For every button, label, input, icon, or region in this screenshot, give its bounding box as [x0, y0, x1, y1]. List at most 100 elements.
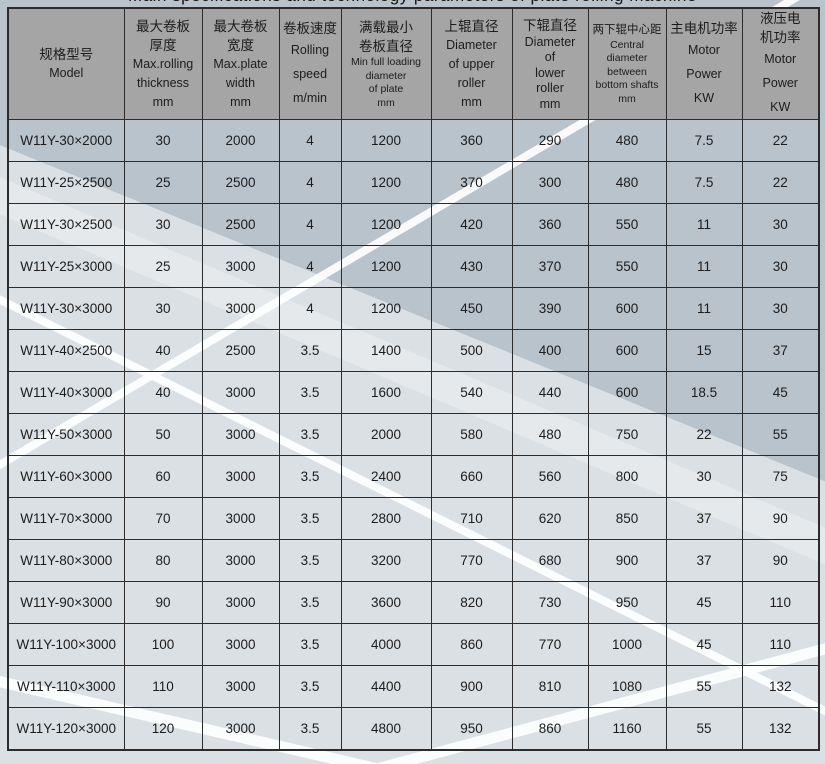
table-cell: 4 [278, 161, 342, 204]
table-cell: 4800 [340, 707, 432, 751]
header-en-line: thickness [136, 75, 190, 90]
table-row: W11Y-30×2500 30 2500 4 1200 420 360 550 11 30 [7, 203, 820, 246]
header-cell-8: 主电机功率 Motor Power KW [665, 7, 743, 120]
table-cell: 3000 [201, 287, 280, 330]
spec-table-header: 规格型号 Model 最大卷板 厚度 Max.rolling thickness mm 最大卷… [7, 7, 820, 120]
header-en-line: lower [535, 65, 565, 80]
model-cell: W11Y-110×3000 [7, 665, 125, 708]
table-row: W11Y-50×3000 50 3000 3.5 2000 580 480 750 22 55 [7, 413, 820, 456]
table-cell: 100 [123, 623, 203, 666]
table-cell: 11 [665, 203, 743, 246]
table-cell: 30 [741, 203, 820, 246]
model-cell: W11Y-80×3000 [7, 539, 125, 582]
header-en-line: of upper [448, 56, 495, 71]
model-cell: W11Y-100×3000 [7, 623, 125, 666]
header-unit-line: mm [152, 94, 174, 109]
table-cell: 3.5 [278, 623, 342, 666]
table-cell: 620 [511, 497, 589, 540]
table-cell: 3000 [201, 665, 280, 708]
table-cell: 420 [430, 203, 513, 246]
table-cell: 4 [278, 203, 342, 246]
table-cell: 3000 [201, 539, 280, 582]
table-row: W11Y-120×3000 120 3000 3.5 4800 950 860 1160 55 1… [7, 707, 820, 751]
table-cell: 4000 [340, 623, 432, 666]
table-row: W11Y-40×2500 40 2500 3.5 1400 500 400 600 15 37 [7, 329, 820, 372]
table-cell: 90 [123, 581, 203, 624]
table-cell: 90 [741, 539, 820, 582]
table-cell: 25 [123, 245, 203, 288]
model-cell: W11Y-25×2500 [7, 161, 125, 204]
header-zh-line: 主电机功率 [670, 20, 738, 36]
table-cell: 480 [587, 161, 667, 204]
table-cell: 1200 [340, 287, 432, 330]
table-cell: 3.5 [278, 371, 342, 414]
header-zh-line: 规格型号 [39, 47, 94, 62]
table-cell: 440 [511, 371, 589, 414]
table-cell: 120 [123, 707, 203, 751]
header-cell-3: 卷板速度 Rolling speed m/min [278, 7, 342, 120]
table-cell: 480 [587, 119, 667, 162]
table-cell: 2000 [201, 119, 280, 162]
table-cell: 3200 [340, 539, 432, 582]
header-en-line: of [544, 50, 556, 65]
header-cell-1: 最大卷板 厚度 Max.rolling thickness mm [123, 7, 203, 120]
table-cell: 430 [430, 245, 513, 288]
header-cell-2: 最大卷板 宽度 Max.plate width mm [201, 7, 280, 120]
header-unit-line: mm [230, 94, 251, 109]
table-cell: 300 [511, 161, 589, 204]
table-cell: 3.5 [278, 539, 342, 582]
table-cell: 70 [123, 497, 203, 540]
header-zh-line: 最大卷板 [213, 18, 268, 34]
table-cell: 3.5 [278, 455, 342, 498]
table-row: W11Y-25×3000 25 3000 4 1200 430 370 550 11 30 [7, 245, 820, 288]
table-cell: 3.5 [278, 413, 342, 456]
table-cell: 560 [511, 455, 589, 498]
table-cell: 18.5 [665, 371, 743, 414]
table-cell: 7.5 [665, 119, 743, 162]
header-cell-6: 下辊直径 Diameter of lower roller mm [511, 7, 589, 120]
header-unit-line: mm [377, 96, 395, 109]
header-en-line: Min full loading [350, 56, 422, 68]
table-cell: 4400 [340, 665, 432, 708]
table-cell: 900 [430, 665, 513, 708]
table-cell: 750 [587, 413, 667, 456]
table-cell: 25 [123, 161, 203, 204]
table-cell: 900 [587, 539, 667, 582]
model-cell: W11Y-60×3000 [7, 455, 125, 498]
table-cell: 2800 [340, 497, 432, 540]
table-cell: 1200 [340, 161, 432, 204]
table-cell: 500 [430, 329, 513, 372]
table-cell: 730 [511, 581, 589, 624]
header-unit-line: KW [693, 90, 715, 105]
table-cell: 2500 [201, 203, 280, 246]
table-cell: 3.5 [278, 497, 342, 540]
table-cell: 45 [665, 623, 743, 666]
table-cell: 370 [511, 245, 589, 288]
table-cell: 1200 [340, 203, 432, 246]
table-cell: 30 [741, 245, 820, 288]
table-cell: 75 [741, 455, 820, 498]
header-en-line: Diameter [446, 37, 497, 52]
table-cell: 290 [511, 119, 589, 162]
table-cell: 110 [741, 581, 820, 624]
table-cell: 820 [430, 581, 513, 624]
table-cell: 45 [665, 581, 743, 624]
table-row: W11Y-30×2000 30 2000 4 1200 360 290 480 7.5 22 [7, 119, 820, 162]
table-cell: 810 [511, 665, 589, 708]
table-cell: 37 [665, 497, 743, 540]
header-en-line: Model [49, 66, 84, 80]
table-cell: 1200 [340, 119, 432, 162]
table-cell: 3.5 [278, 581, 342, 624]
table-row: W11Y-30×3000 30 3000 4 1200 450 390 600 11 30 [7, 287, 820, 330]
table-cell: 600 [587, 329, 667, 372]
table-cell: 30 [123, 203, 203, 246]
header-en-line: Motor [764, 52, 797, 66]
table-cell: 540 [430, 371, 513, 414]
header-en-line: speed [292, 66, 328, 81]
table-cell: 55 [741, 413, 820, 456]
header-cell-0: 规格型号 Model [7, 7, 125, 120]
table-cell: 950 [430, 707, 513, 751]
table-cell: 7.5 [665, 161, 743, 204]
table-cell: 550 [587, 203, 667, 246]
table-cell: 22 [665, 413, 743, 456]
